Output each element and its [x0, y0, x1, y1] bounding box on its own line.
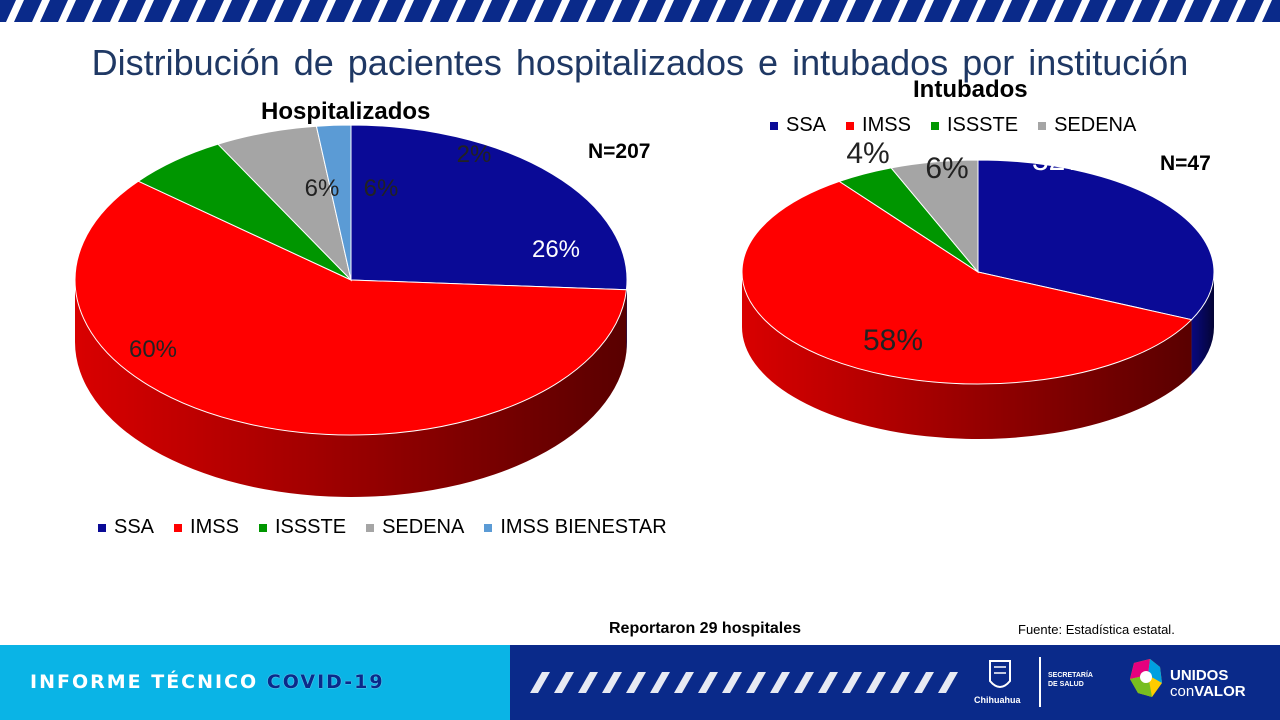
pie-0-side-ssa — [626, 280, 627, 352]
pie-0-data-label-sedena: 6% — [364, 175, 399, 202]
legend-label: SEDENA — [382, 516, 465, 538]
unidos-con-valor-map-icon — [1128, 657, 1166, 701]
legend-swatch — [98, 523, 106, 532]
legend-item-issste: ISSSTE — [930, 114, 1019, 137]
legend-item-imss-bienestar: IMSS BIENESTAR — [484, 516, 667, 539]
pie-1-side-imss — [742, 272, 1192, 440]
legend-item-sedena: SEDENA — [366, 516, 464, 539]
pie-0-side-imss — [75, 280, 627, 497]
legend-swatch — [258, 523, 267, 532]
footer-left-panel: INFORME TÉCNICO COVID-19 — [0, 645, 510, 720]
pie-0-data-label-imss: 60% — [129, 336, 177, 363]
reported-hospitals-note: Reportaron 29 hospitales — [609, 620, 802, 637]
pie-0-slice-imss — [74, 180, 628, 436]
chihuahua-seal-icon: Chihuahua — [974, 657, 1022, 713]
legend-item-sedena: SEDENA — [1038, 114, 1136, 137]
footer-report-title: INFORME TÉCNICO COVID-19 — [30, 671, 385, 693]
pie-1-data-label-imss: 58% — [863, 324, 923, 357]
source-note: Fuente: Estadística estatal. — [1018, 622, 1175, 637]
legend-swatch — [484, 523, 493, 532]
footer-stripes-decoration — [530, 672, 958, 693]
pie-0-data-label-imss-bienestar: 2% — [457, 141, 492, 168]
legend-label: SSA — [114, 516, 155, 538]
n-label-hospitalizados: N=207 — [588, 140, 651, 163]
legend-item-ssa: SSA — [770, 114, 826, 137]
legend-item-imss: IMSS — [846, 114, 911, 137]
pie-0-data-label-ssa: 26% — [532, 236, 580, 263]
pie-1-slice-imss — [741, 180, 1193, 385]
legend-swatch — [930, 121, 939, 130]
chart-title-hospitalizados: Hospitalizados — [261, 98, 431, 125]
legend-swatch — [366, 523, 375, 532]
pie-0-data-label-issste: 6% — [305, 175, 340, 202]
footer-right-panel: Chihuahua SECRETARÍA DE SALUD UNIDOS con… — [510, 645, 1280, 720]
pie-0-slice-ssa — [350, 124, 628, 291]
legend-swatch — [174, 523, 183, 532]
valor-label: VALOR — [1194, 683, 1246, 700]
legend-label: SEDENA — [1054, 114, 1137, 136]
legend-swatch — [1038, 121, 1047, 130]
legend-swatch — [770, 121, 778, 130]
legend-label: IMSS — [862, 114, 911, 136]
pie-1-slice-sedena — [890, 159, 979, 274]
legend-label: ISSSTE — [274, 516, 347, 538]
unidos-label: UNIDOS — [1170, 667, 1229, 684]
pie-1-side-ssa — [1191, 272, 1214, 375]
top-stripe-decoration — [0, 0, 1280, 22]
secretaria-label: SECRETARÍA DE SALUD — [1048, 672, 1093, 688]
legend-item-ssa: SSA — [98, 516, 154, 539]
legend-hospitalizados: SSA IMSS ISSSTE SEDENA IMSS BIENESTAR — [98, 516, 687, 539]
con-valor-label: conVALOR — [1170, 683, 1246, 700]
pie-1-data-label-issste: 4% — [846, 137, 889, 170]
pie-1-data-label-ssa: 32% — [1032, 144, 1092, 177]
legend-item-issste: ISSSTE — [258, 516, 347, 539]
n-label-intubados: N=47 — [1160, 152, 1211, 175]
logo-divider — [1039, 657, 1041, 707]
legend-item-imss: IMSS — [174, 516, 239, 539]
legend-label: IMSS BIENESTAR — [500, 516, 667, 538]
pie-1-data-label-sedena: 6% — [925, 152, 968, 185]
pie-charts: 26% 60% 6% 6% 2% 32% 58% 4% 6% — [74, 124, 1215, 497]
page-title: Distribución de pacientes hospitalizados… — [91, 42, 1189, 83]
footer-banner: INFORME TÉCNICO COVID-19 — [0, 645, 1280, 720]
con-label: con — [1170, 683, 1195, 700]
pie-1-slice-ssa — [977, 159, 1215, 321]
legend-label: SSA — [786, 114, 827, 136]
legend-swatch — [846, 121, 855, 130]
footer-covid-label: COVID-19 — [266, 671, 385, 693]
pie-0-slice-imss-bienestar — [315, 124, 352, 281]
chart-title-intubados: Intubados — [913, 76, 1028, 103]
legend-label: ISSSTE — [946, 114, 1019, 136]
legend-label: IMSS — [190, 516, 239, 538]
footer-report-label: INFORME TÉCNICO — [30, 671, 259, 693]
legend-intubados: SSA IMSS ISSSTE SEDENA — [770, 114, 1156, 137]
chihuahua-label: Chihuahua — [974, 695, 1021, 705]
